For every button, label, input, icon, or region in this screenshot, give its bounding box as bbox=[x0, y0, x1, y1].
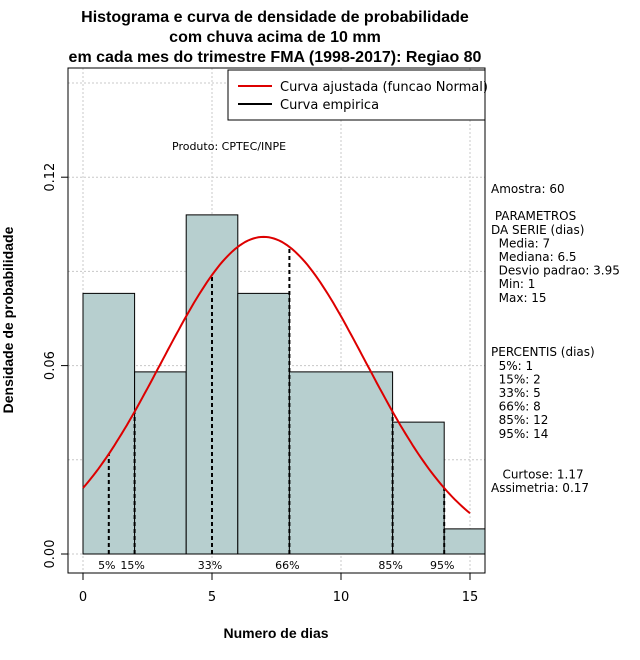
stats-line-22: Assimetria: 0.17 bbox=[491, 481, 589, 495]
percentile-label-1: 15% bbox=[120, 559, 144, 572]
legend-label-normal: Curva ajustada (funcao Normal) bbox=[280, 80, 488, 95]
stats-line-15: 33%: 5 bbox=[491, 386, 541, 400]
histogram-bar-3 bbox=[237, 292, 290, 555]
title-line-1: Histograma e curva de densidade de proba… bbox=[81, 9, 469, 26]
stats-line-17: 85%: 12 bbox=[491, 413, 548, 427]
legend-label-empirical: Curva empirica bbox=[280, 98, 379, 113]
stats-line-0: Amostra: 60 bbox=[491, 182, 565, 196]
y-axis-label: Densidade de probabilidade bbox=[0, 226, 16, 413]
title-line-3: em cada mes do trimestre FMA (1998-2017)… bbox=[69, 49, 482, 66]
percentile-label-4: 85% bbox=[378, 559, 402, 572]
stats-line-18: 95%: 14 bbox=[491, 427, 548, 441]
stats-line-7: Min: 1 bbox=[491, 277, 535, 291]
y-tick-label-2: 0.12 bbox=[43, 163, 58, 192]
histogram-bars bbox=[82, 214, 486, 555]
histogram-bar-6 bbox=[443, 528, 486, 555]
x-tick-label-2: 10 bbox=[333, 590, 350, 605]
x-tick-label-1: 5 bbox=[208, 590, 216, 605]
stats-line-3: DA SERIE (dias) bbox=[491, 223, 584, 237]
histogram-bar-5 bbox=[392, 421, 445, 555]
stats-line-16: 66%: 8 bbox=[491, 400, 541, 414]
stats-line-2: PARAMETROS bbox=[491, 209, 576, 223]
product-annotation: Produto: CPTEC/INPE bbox=[172, 140, 286, 153]
stats-line-6: Desvio padrao: 3.95 bbox=[491, 264, 620, 278]
percentile-label-3: 66% bbox=[275, 559, 299, 572]
percentile-label-5: 95% bbox=[430, 559, 454, 572]
normal-curve bbox=[82, 235, 471, 514]
y-axis: 0.00 0.06 0.12 bbox=[43, 163, 69, 569]
stats-line-8: Max: 15 bbox=[491, 291, 547, 305]
y-tick-label-0: 0.00 bbox=[43, 540, 58, 569]
stats-line-4: Media: 7 bbox=[491, 236, 550, 250]
percentile-lines: 5% 15% 33% 66% 85% 95% bbox=[98, 246, 454, 572]
x-axis-label: Numero de dias bbox=[223, 625, 328, 641]
stats-line-21: Curtose: 1.17 bbox=[491, 468, 584, 482]
chart-title: Histograma e curva de densidade de proba… bbox=[69, 9, 482, 66]
legend-box bbox=[227, 69, 486, 121]
percentile-label-2: 33% bbox=[198, 559, 222, 572]
stats-line-14: 15%: 2 bbox=[491, 372, 541, 386]
histogram-bar-4 bbox=[288, 371, 394, 555]
stats-line-5: Mediana: 6.5 bbox=[491, 250, 577, 264]
percentile-label-0: 5% bbox=[98, 559, 115, 572]
stats-line-13: 5%: 1 bbox=[491, 359, 533, 373]
stats-line-12: PERCENTIS (dias) bbox=[491, 345, 595, 359]
histogram-bar-1 bbox=[134, 371, 187, 555]
title-line-2: com chuva acima de 10 mm bbox=[169, 29, 381, 46]
legend: Curva ajustada (funcao Normal) Curva emp… bbox=[227, 69, 488, 121]
x-tick-label-3: 15 bbox=[462, 590, 479, 605]
x-tick-label-0: 0 bbox=[79, 590, 87, 605]
x-axis: 0 5 10 15 bbox=[79, 572, 479, 605]
y-tick-label-1: 0.06 bbox=[43, 351, 58, 380]
